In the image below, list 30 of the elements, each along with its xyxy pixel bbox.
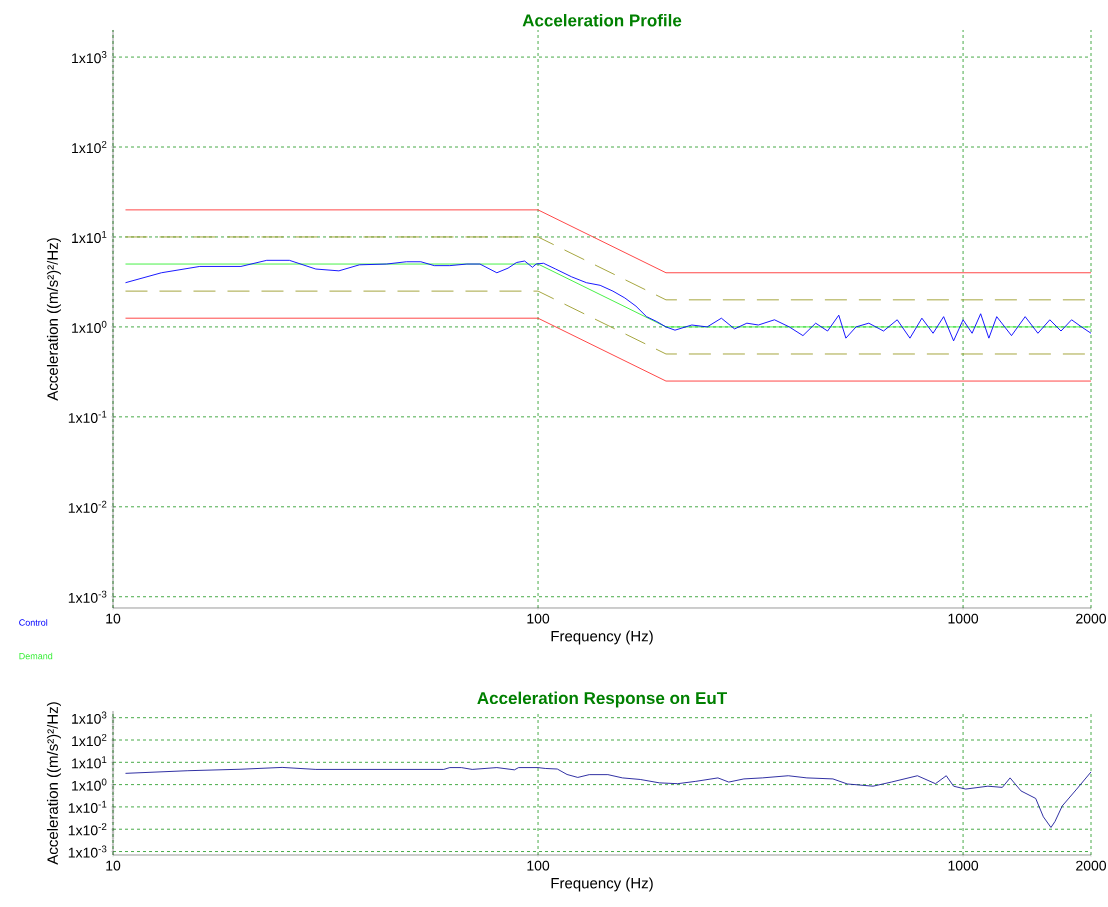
text: Demand <box>19 652 53 660</box>
y-tick-label: 1x10$^{2}$ <box>72 140 107 154</box>
y-tick-label: 1x10$^{2}$ <box>72 733 107 747</box>
x-tick-label: 10 <box>106 860 121 871</box>
y-axis-title: Acceleration ((m/s²)²/Hz) <box>46 238 61 401</box>
y-tick-label: 1x10$^{0}$ <box>72 320 107 334</box>
y-axis-title: Acceleration ((m/s²)²/Hz) <box>46 702 61 865</box>
y-tick-label: 1x10$^{-3}$ <box>68 590 107 603</box>
x-tick-label: 100 <box>527 613 550 624</box>
y-tick-label: 1x10$^{3}$ <box>72 711 107 724</box>
y-tick-label: 1x10$^{-2}$ <box>68 500 107 513</box>
y-tick-label: 1x10$^{-3}$ <box>68 845 107 858</box>
y-tick-label: 1x10$^{-1}$ <box>68 410 107 423</box>
y-tick-label: 1x10$^{1}$ <box>72 230 107 244</box>
x-axis-title: Frequency (Hz) <box>551 630 653 645</box>
y-tick-label: 1x10$^{1}$ <box>72 756 107 769</box>
y-tick-label: 1x10$^{0}$ <box>72 778 107 791</box>
x-tick-label: 1000 <box>948 613 979 624</box>
y-tick-label: 1x10$^{3}$ <box>72 50 107 64</box>
x-tick-label: 1000 <box>948 860 979 871</box>
y-tick-label: 1x10$^{-2}$ <box>68 823 107 836</box>
text: Control <box>19 619 48 626</box>
x-axis-title: Frequency (Hz) <box>551 877 653 892</box>
chart-title: Acceleration Profile <box>522 13 682 27</box>
x-tick-label: 100 <box>527 860 550 871</box>
y-tick-label: 1x10$^{-1}$ <box>68 800 107 813</box>
chart-title: Acceleration Response on EuT <box>477 691 727 708</box>
x-tick-label: 10 <box>106 613 121 624</box>
x-tick-label: 2000 <box>1076 860 1107 871</box>
x-tick-label: 2000 <box>1076 613 1107 624</box>
